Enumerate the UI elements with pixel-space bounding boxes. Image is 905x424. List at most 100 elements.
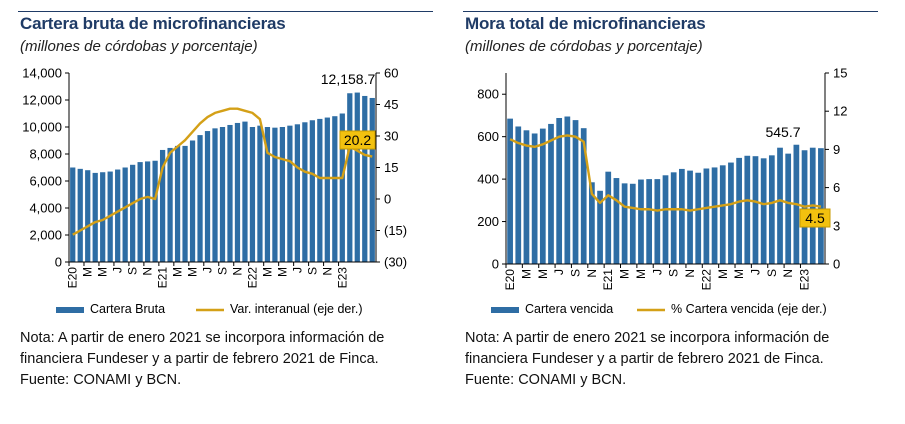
x-tick-label: E22 — [245, 267, 259, 289]
bar — [174, 145, 181, 262]
bar — [719, 165, 726, 264]
bar — [507, 118, 513, 264]
y-tick-label-right: 12 — [833, 104, 847, 119]
chart-subtitle: (millones de córdobas y porcentaje) — [465, 38, 703, 55]
bar — [523, 130, 530, 264]
x-tick-label: E23 — [798, 269, 812, 291]
bar — [339, 113, 345, 262]
bar — [145, 161, 151, 262]
x-tick-label: J — [650, 269, 664, 275]
bar — [182, 145, 188, 262]
bar — [287, 125, 293, 263]
bar — [589, 182, 595, 264]
chart-title: Cartera bruta de microfinancieras — [20, 14, 286, 33]
x-tick-label: M — [96, 267, 110, 277]
legend-label: Cartera vencida — [525, 302, 613, 316]
x-tick-label: N — [683, 269, 697, 278]
x-tick-label: M — [716, 269, 730, 279]
x-tick-label: M — [186, 267, 200, 277]
bar — [257, 125, 263, 263]
x-tick-label: J — [201, 267, 215, 273]
y-tick-label-left: 14,000 — [22, 66, 62, 81]
note-line-2: financiera Fundeser y a partir de febrer… — [465, 351, 824, 367]
y-tick-label-left: 0 — [55, 255, 62, 270]
bar — [279, 127, 286, 262]
x-tick-label: M — [536, 269, 550, 279]
y-tick-label-left: 600 — [477, 129, 499, 144]
x-tick-label: M — [81, 267, 95, 277]
y-tick-label-right: (15) — [384, 223, 407, 238]
bar — [302, 122, 308, 262]
bar — [332, 116, 338, 262]
y-tick-label-left: 10,000 — [22, 120, 62, 135]
bar — [646, 179, 653, 264]
bar — [70, 167, 76, 262]
x-tick-label: M — [260, 267, 274, 277]
legend-swatch-bar — [491, 307, 519, 313]
y-tick-label-left: 8,000 — [29, 147, 62, 162]
chart-title: Mora total de microfinancieras — [465, 14, 706, 33]
callout-label: 20.2 — [344, 132, 371, 148]
series-line — [509, 134, 822, 212]
bar — [679, 168, 685, 264]
bar — [670, 172, 677, 264]
legend-swatch-bar — [56, 307, 84, 313]
x-tick-label: S — [765, 269, 779, 277]
bar — [736, 157, 742, 264]
bar — [212, 128, 218, 262]
bar — [197, 135, 203, 262]
note-line-1: Nota: A partir de enero 2021 se incorpor… — [20, 330, 385, 346]
source-line: Fuente: CONAMI y BCN. — [465, 372, 627, 388]
chart-subtitle: (millones de córdobas y porcentaje) — [20, 38, 258, 55]
data-label-last-bar: 12,158.7 — [321, 71, 376, 87]
bar — [159, 149, 166, 262]
bar — [167, 147, 173, 262]
bar — [548, 123, 554, 265]
bar — [629, 183, 636, 264]
bar — [785, 153, 792, 264]
bar — [249, 127, 256, 262]
series-line — [72, 107, 373, 236]
x-tick-label: M — [171, 267, 185, 277]
y-tick-label-right: 45 — [384, 97, 398, 112]
bar — [264, 127, 271, 262]
bar — [347, 93, 353, 262]
bar — [100, 172, 106, 262]
bar — [752, 156, 759, 264]
bar — [122, 167, 128, 262]
x-tick-label: E21 — [156, 267, 170, 289]
bar — [362, 95, 368, 262]
y-tick-label-left: 12,000 — [22, 93, 62, 108]
y-tick-label-right: (30) — [384, 255, 407, 270]
bar — [556, 117, 563, 265]
bar — [515, 126, 522, 264]
bar — [564, 116, 571, 264]
bar — [219, 127, 226, 262]
bar — [531, 133, 538, 264]
data-label-last-bar: 545.7 — [765, 124, 800, 140]
chart-panel-mora-total: Mora total de microfinancieras (millones… — [463, 0, 903, 424]
bar — [728, 162, 734, 264]
y-tick-label-left: 200 — [477, 214, 499, 229]
x-tick-label: S — [305, 267, 319, 275]
bar — [605, 171, 612, 264]
bar — [613, 178, 620, 264]
bar — [137, 162, 143, 262]
y-tick-label-right: 30 — [384, 129, 398, 144]
bar — [77, 168, 83, 262]
x-tick-label: E20 — [66, 267, 80, 289]
x-tick-label: M — [732, 269, 746, 279]
bar — [654, 179, 661, 264]
y-tick-label-left: 0 — [492, 257, 499, 272]
x-tick-label: J — [552, 269, 566, 275]
y-tick-label-right: 15 — [384, 160, 398, 175]
bar — [294, 124, 300, 262]
legend-label: % Cartera vencida (eje der.) — [671, 302, 827, 316]
bar — [309, 120, 315, 262]
bar — [703, 168, 710, 264]
x-tick-label: S — [126, 267, 140, 275]
bar — [227, 124, 233, 262]
y-tick-label-right: 15 — [833, 66, 847, 81]
bar — [662, 175, 669, 264]
x-tick-label: E22 — [699, 269, 713, 291]
